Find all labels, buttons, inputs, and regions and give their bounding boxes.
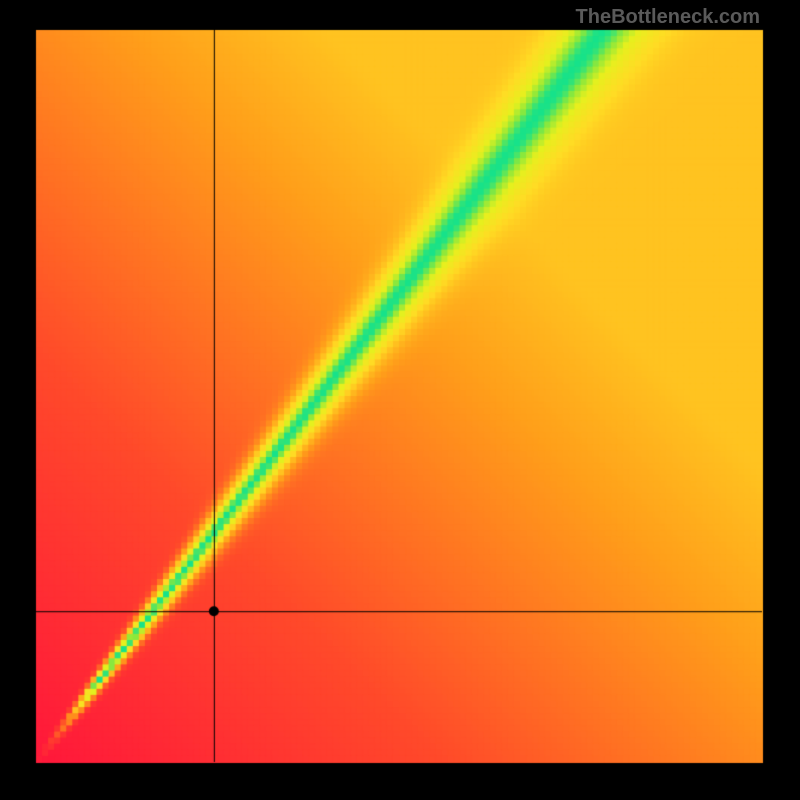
- chart-container: TheBottleneck.com: [0, 0, 800, 800]
- bottleneck-heatmap: [0, 0, 800, 800]
- watermark-text: TheBottleneck.com: [576, 6, 760, 29]
